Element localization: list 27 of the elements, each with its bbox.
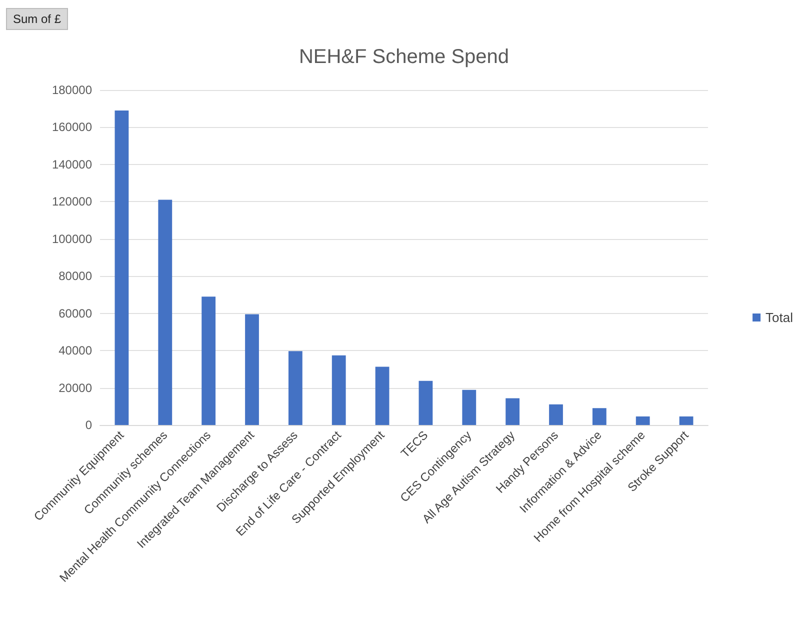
y-tick-label: 60000 (58, 306, 92, 320)
bar (636, 416, 650, 425)
bar (202, 296, 216, 425)
y-tick-label: 40000 (58, 344, 92, 358)
y-tick-label: 20000 (58, 380, 92, 395)
y-tick-label: 160000 (52, 120, 92, 134)
bar (375, 366, 390, 425)
bar (245, 314, 259, 425)
y-tick-label: 120000 (52, 194, 92, 209)
y-tick-label: 100000 (52, 232, 92, 246)
legend-label: Total (766, 310, 794, 325)
bar (418, 380, 433, 425)
bar (288, 351, 302, 425)
y-tick-label: 140000 (52, 157, 92, 172)
y-tick-label: 80000 (58, 269, 92, 284)
chart-title: NEH&F Scheme Spend (298, 46, 510, 68)
y-tick-label: 0 (85, 418, 92, 432)
bar (114, 110, 129, 425)
y-tick-label: 180000 (52, 83, 92, 97)
bar (506, 398, 520, 425)
bar (592, 408, 606, 425)
bar (158, 200, 172, 425)
bar (679, 416, 694, 425)
text: Sum of £ (6, 8, 68, 30)
bar (332, 355, 346, 425)
bar (549, 404, 563, 425)
bar (462, 390, 476, 425)
